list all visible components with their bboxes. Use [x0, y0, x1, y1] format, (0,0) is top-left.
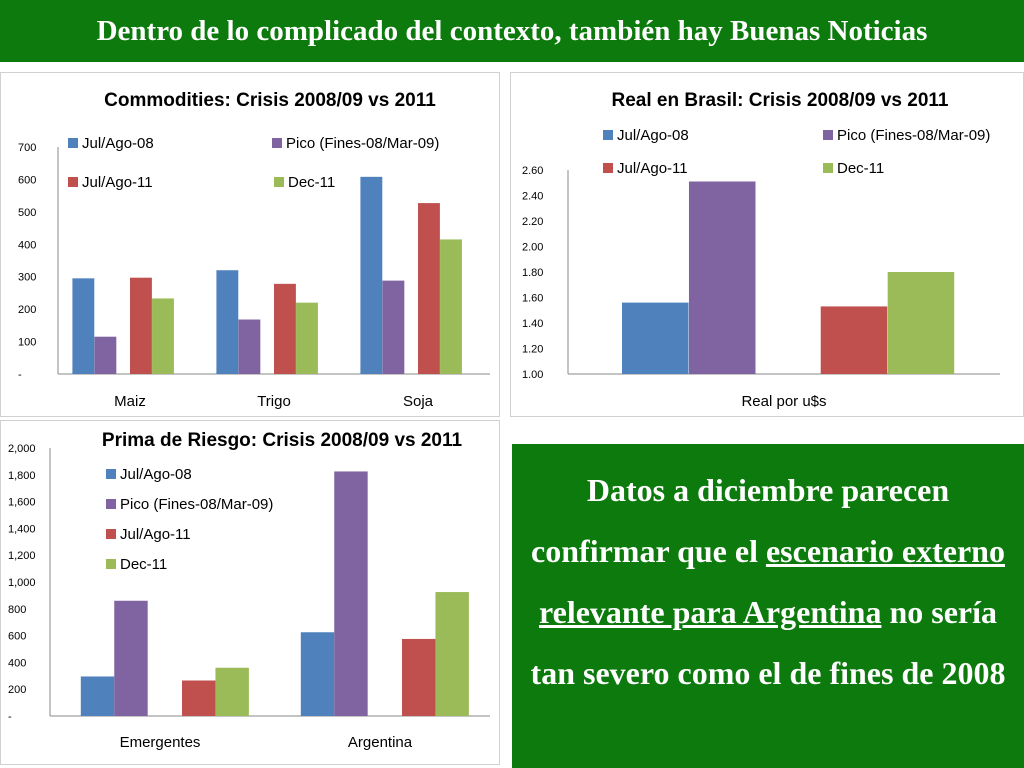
x-category-label: Soja	[403, 393, 434, 410]
x-category-label: Emergentes	[120, 734, 201, 751]
legend-label: Jul/Ago-08	[82, 135, 154, 152]
y-tick-label: 1.40	[522, 318, 543, 330]
y-tick-label: 1.20	[522, 344, 543, 356]
y-tick-label: 300	[18, 272, 36, 284]
legend-swatch	[603, 130, 613, 140]
message-text-part2: no sería tan severo como el de fines de …	[530, 594, 1006, 691]
y-tick-label: 1,600	[8, 497, 36, 509]
x-category-label: Trigo	[257, 393, 291, 410]
commodities-chart-svg: Commodities: Crisis 2008/09 vs 2011 - 100 2…	[0, 72, 500, 417]
y-tick-label: 1,000	[8, 577, 36, 589]
x-category-label: Argentina	[348, 734, 413, 751]
message-text-highlight: escenario externo relevante para Argenti…	[538, 533, 1005, 630]
commodities-chart: Commodities: Crisis 2008/09 vs 2011 - 100 2…	[0, 72, 500, 417]
legend-label: Pico (Fines-08/Mar-09)	[120, 496, 273, 513]
bar-emergentes-series-1	[114, 600, 148, 716]
bar-emergentes-series-2	[182, 680, 216, 716]
bar-real-por-u-s-series-0	[622, 302, 689, 374]
bar-argentina-series-2	[402, 638, 436, 716]
message-text-part1: Datos a diciembre parecen confirmar que …	[531, 472, 950, 569]
message-box: Datos a diciembre parecen confirmar que …	[512, 444, 1024, 768]
y-tick-label: 1.00	[522, 369, 543, 381]
bar-soja-series-0	[360, 176, 383, 374]
bar-soja-series-1	[382, 280, 405, 374]
chart-title: Prima de Riesgo: Crisis 2008/09 vs 2011	[102, 430, 463, 451]
legend-swatch	[106, 559, 116, 569]
bar-trigo-series-1	[238, 319, 261, 374]
y-tick-label: 1.80	[522, 267, 543, 279]
y-tick-label: 1,200	[8, 550, 36, 562]
y-tick-label: 400	[8, 657, 26, 669]
y-tick-label: 100	[18, 337, 36, 349]
bar-trigo-series-0	[216, 270, 239, 374]
y-tick-label: 1,800	[8, 470, 36, 482]
legend-swatch	[106, 499, 116, 509]
legend-label: Pico (Fines-08/Mar-09)	[286, 135, 439, 152]
y-tick-label: 2.40	[522, 191, 543, 203]
chart-title: Real en Brasil: Crisis 2008/09 vs 2011	[612, 90, 949, 111]
legend-swatch	[106, 469, 116, 479]
legend-swatch	[823, 130, 833, 140]
y-tick-label: 2,000	[8, 443, 36, 455]
y-tick-label: 1,400	[8, 523, 36, 535]
legend-swatch	[272, 138, 282, 148]
y-tick-label: 2.00	[522, 242, 543, 254]
legend-swatch	[68, 177, 78, 187]
y-tick-label: -	[8, 711, 12, 723]
bar-maiz-series-2	[130, 277, 152, 374]
y-tick-label: -	[18, 369, 22, 381]
legend-label: Dec-11	[120, 556, 167, 573]
bar-trigo-series-2	[274, 283, 296, 374]
real-brasil-chart: Real en Brasil: Crisis 2008/09 vs 2011 1.…	[510, 72, 1024, 417]
bar-trigo-series-3	[296, 302, 318, 374]
legend-swatch	[68, 138, 78, 148]
y-tick-label: 400	[18, 239, 36, 251]
bar-argentina-series-0	[300, 632, 335, 716]
legend-label: Pico (Fines-08/Mar-09)	[837, 127, 990, 144]
bar-emergentes-series-3	[215, 667, 249, 716]
y-tick-label: 2.20	[522, 216, 543, 228]
y-tick-label: 500	[18, 207, 36, 219]
y-tick-label: 200	[18, 304, 36, 316]
bar-soja-series-2	[418, 203, 440, 374]
riesgo-chart-svg: Prima de Riesgo: Crisis 2008/09 vs 2011 -…	[0, 420, 500, 765]
bar-real-por-u-s-series-2	[820, 306, 888, 374]
prima-riesgo-chart: Prima de Riesgo: Crisis 2008/09 vs 2011 -…	[0, 420, 500, 765]
bar-real-por-u-s-series-1	[688, 181, 756, 374]
legend-label: Dec-11	[288, 174, 335, 191]
bar-emergentes-series-0	[80, 676, 115, 716]
bar-argentina-series-3	[435, 592, 469, 716]
page-title-bar: Dentro de lo complicado del contexto, ta…	[0, 0, 1024, 62]
y-tick-label: 200	[8, 684, 26, 696]
bar-real-por-u-s-series-3	[887, 272, 955, 374]
legend-swatch	[823, 163, 833, 173]
legend-swatch	[274, 177, 284, 187]
chart-title: Commodities: Crisis 2008/09 vs 2011	[104, 90, 436, 111]
y-tick-label: 1.60	[522, 293, 543, 305]
legend-label: Jul/Ago-11	[82, 174, 153, 191]
bar-maiz-series-0	[72, 278, 95, 374]
legend-label: Jul/Ago-11	[120, 526, 191, 543]
bar-soja-series-3	[440, 239, 462, 374]
legend-swatch	[603, 163, 613, 173]
legend-label: Jul/Ago-11	[617, 160, 688, 177]
y-tick-label: 2.60	[522, 165, 543, 177]
bar-argentina-series-1	[334, 471, 368, 716]
x-category-label: Maiz	[114, 393, 146, 410]
x-category-label: Real por u$s	[741, 393, 826, 410]
y-tick-label: 800	[8, 604, 26, 616]
legend-label: Jul/Ago-08	[617, 127, 689, 144]
y-tick-label: 600	[18, 174, 36, 186]
bar-maiz-series-3	[152, 298, 174, 374]
legend-swatch	[106, 529, 116, 539]
y-tick-label: 600	[8, 631, 26, 643]
page-title: Dentro de lo complicado del contexto, ta…	[96, 14, 928, 47]
bar-maiz-series-1	[94, 336, 117, 374]
legend-label: Jul/Ago-08	[120, 466, 192, 483]
y-tick-label: 700	[18, 142, 36, 154]
legend-label: Dec-11	[837, 160, 884, 177]
real-chart-svg: Real en Brasil: Crisis 2008/09 vs 2011 1.…	[510, 72, 1024, 417]
